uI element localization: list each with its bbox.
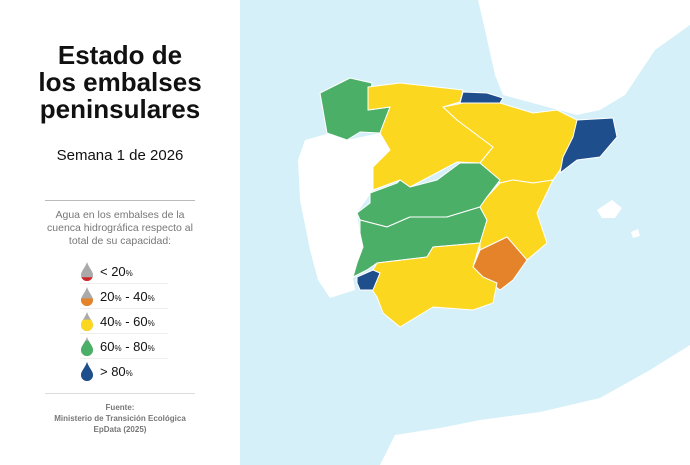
land-area xyxy=(631,229,640,238)
info-panel: Estado de los embalses peninsulares Sema… xyxy=(0,0,240,465)
legend-item: 20% - 40% xyxy=(80,284,168,309)
title-line: peninsulares xyxy=(39,94,201,124)
page-title: Estado de los embalses peninsulares xyxy=(0,42,240,123)
legend: < 20% 20% - 40% 40% - 60% 60% - 80% > 80… xyxy=(80,259,168,383)
map xyxy=(240,0,690,465)
basins xyxy=(319,77,618,328)
legend-item: < 20% xyxy=(80,259,168,284)
title-line: Estado de xyxy=(57,40,183,70)
legend-item: > 80% xyxy=(80,359,168,383)
basin-region xyxy=(442,102,584,184)
land-area xyxy=(298,133,390,298)
legend-description: Agua en los embalses de la cuenca hidrog… xyxy=(47,209,193,247)
legend-item: 40% - 60% xyxy=(80,309,168,334)
source-label: Fuente: xyxy=(105,403,135,412)
land-area xyxy=(597,200,622,218)
title-line: los embalses xyxy=(38,67,202,97)
legend-label: 40% - 60% xyxy=(100,313,155,329)
divider xyxy=(45,393,195,394)
divider xyxy=(45,200,195,201)
basin-region xyxy=(369,242,498,328)
basin-region xyxy=(356,269,381,291)
land-area xyxy=(478,0,690,115)
legend-label: < 20% xyxy=(100,263,133,279)
legend-label: 20% - 40% xyxy=(100,288,155,304)
surrounding-land xyxy=(298,0,690,465)
land-area xyxy=(380,345,690,465)
source: Fuente: Ministerio de Transición Ecológi… xyxy=(40,402,200,435)
water-drop-icon xyxy=(81,337,93,356)
water-drop-icon xyxy=(81,262,93,281)
source-line: EpData (2025) xyxy=(93,425,147,434)
basin-region xyxy=(559,117,618,174)
source-line: Ministerio de Transición Ecológica xyxy=(54,414,186,423)
water-drop-icon xyxy=(81,287,93,306)
subtitle: Semana 1 de 2026 xyxy=(56,147,184,164)
water-drop-icon xyxy=(81,362,93,381)
legend-label: > 80% xyxy=(100,363,133,379)
legend-item: 60% - 80% xyxy=(80,334,168,359)
legend-label: 60% - 80% xyxy=(100,338,155,354)
water-drop-icon xyxy=(81,312,93,331)
